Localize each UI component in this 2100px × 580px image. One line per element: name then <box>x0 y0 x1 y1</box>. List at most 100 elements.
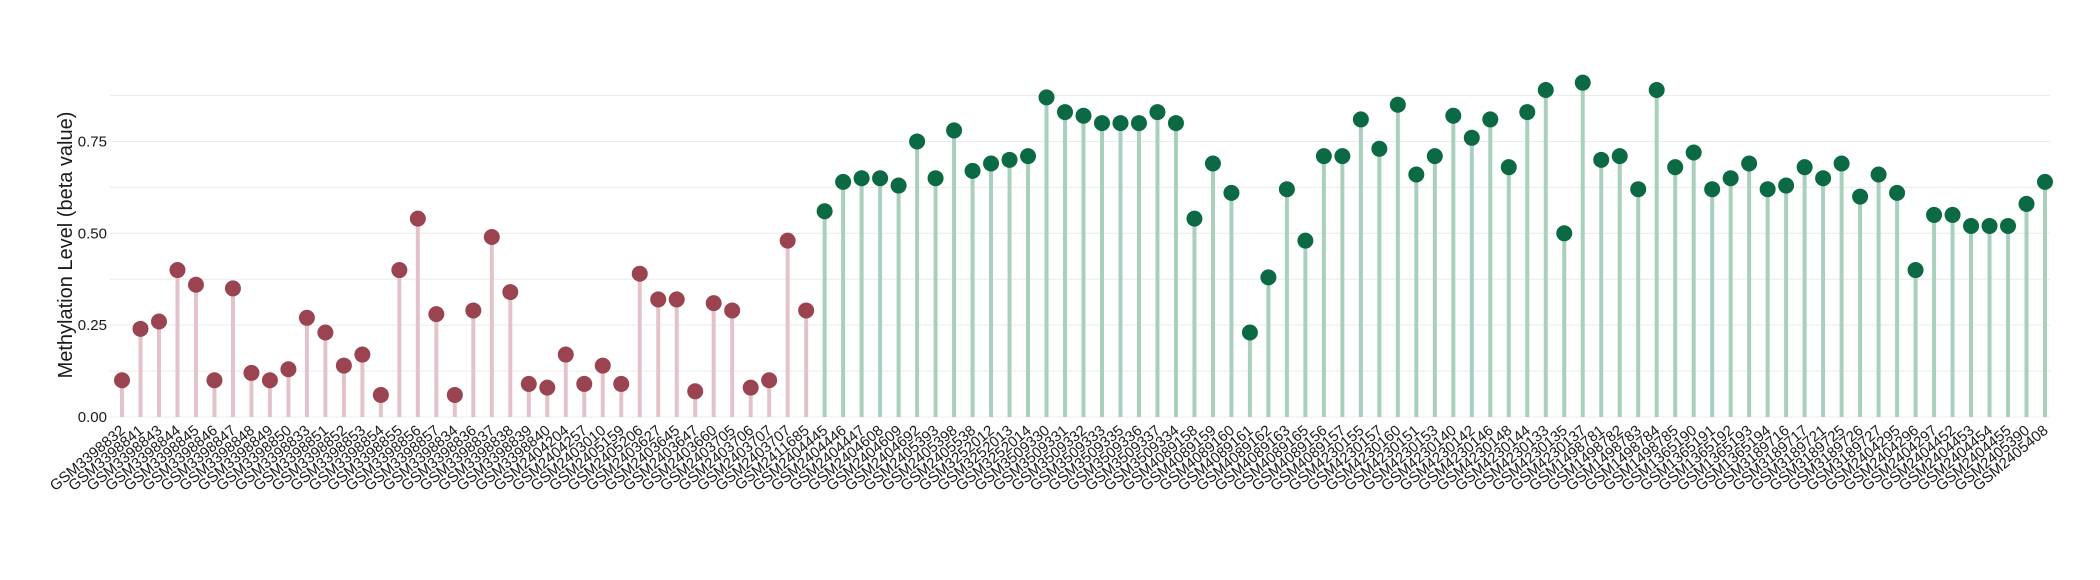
lollipop-point <box>2018 195 2035 212</box>
lollipop-point <box>1112 115 1129 132</box>
lollipop-point <box>1038 89 1055 106</box>
lollipop-point <box>1334 148 1351 165</box>
lollipop-point <box>983 155 1000 172</box>
lollipop-point <box>613 375 630 392</box>
lollipop-point <box>1223 184 1240 201</box>
lollipop-point <box>1093 115 1110 132</box>
lollipop-point <box>1167 115 1184 132</box>
lollipop-point <box>761 372 778 389</box>
lollipop-point <box>1574 74 1591 91</box>
lollipop-point <box>372 386 389 403</box>
y-tick-label: 0.75 <box>78 133 107 150</box>
lollipop-point <box>1796 159 1813 176</box>
lollipop-point <box>705 295 722 312</box>
lollipop-point <box>539 379 556 396</box>
lollipop-point <box>1057 104 1074 121</box>
lollipop-point <box>964 162 981 179</box>
lollipop-point <box>1704 181 1721 198</box>
lollipop-point <box>280 361 297 378</box>
lollipop-point <box>1778 177 1795 194</box>
y-tick-label: 0.00 <box>78 409 107 426</box>
lollipop-point <box>1389 96 1406 113</box>
lollipop-point <box>927 170 944 187</box>
lollipop-point <box>1870 166 1887 183</box>
lollipop-point <box>631 265 648 282</box>
lollipop-point <box>317 324 334 341</box>
lollipop-point <box>1944 206 1961 223</box>
lollipop-point <box>835 173 852 190</box>
lollipop-point <box>409 210 426 227</box>
lollipop-point <box>1445 107 1462 124</box>
lollipop-point <box>2000 217 2017 234</box>
x-axis-category-labels: GSM3398832GSM3398841GSM3398843GSM3398844… <box>47 422 2052 495</box>
y-axis-ticks: 0.00 0.25 0.50 0.75 <box>78 133 107 426</box>
lollipop-point <box>1537 82 1554 99</box>
lollipop-point <box>1926 206 1943 223</box>
lollipop-point <box>1408 166 1425 183</box>
lollipop-point <box>1611 148 1628 165</box>
lollipop-point <box>1833 155 1850 172</box>
lollipop-point <box>816 203 833 220</box>
lollipop-point <box>114 372 130 389</box>
lollipop-point <box>724 302 741 319</box>
lollipop-point <box>483 228 500 245</box>
lollipop-point <box>798 302 815 319</box>
lollipop-point <box>465 302 482 319</box>
lollipop-point <box>1630 181 1647 198</box>
y-tick-label: 0.50 <box>78 225 107 242</box>
lollipop-point <box>1852 188 1869 205</box>
lollipop-point <box>1241 324 1258 341</box>
lollipop-point <box>1648 82 1665 99</box>
lollipop-point <box>1667 159 1684 176</box>
lollipop-point <box>261 372 278 389</box>
lollipop-point <box>169 262 186 279</box>
lollipop-point <box>1519 104 1536 121</box>
lollipop-point <box>2037 173 2053 190</box>
lollipop-point <box>594 357 611 374</box>
lollipop-point <box>1426 148 1443 165</box>
lollipop-point <box>1371 140 1388 157</box>
lollipop-point <box>872 170 889 187</box>
lollipop-point <box>1075 107 1092 124</box>
lollipop-point <box>1981 217 1998 234</box>
lollipop-point <box>1815 170 1832 187</box>
lollipop-point <box>206 372 223 389</box>
lollipop-point <box>1020 148 1037 165</box>
lollipop-point <box>576 375 593 392</box>
lollipop-point <box>354 346 371 363</box>
lollipop-point <box>391 262 408 279</box>
lollipop-point <box>150 313 167 330</box>
lollipop-point <box>502 284 519 301</box>
stems <box>120 82 2047 417</box>
lollipop-point <box>187 276 204 293</box>
lollipop-point <box>1352 111 1369 128</box>
lollipop-point <box>1593 151 1610 168</box>
lollipop-point <box>446 386 463 403</box>
lollipop-point <box>742 379 759 396</box>
lollipop-point <box>132 320 149 337</box>
lollipop-point <box>1130 115 1147 132</box>
lollipop-point <box>687 383 704 400</box>
lollipop-point <box>298 309 315 326</box>
lollipop-point <box>1907 262 1924 279</box>
lollipop-point <box>335 357 352 374</box>
lollipop-point <box>1759 181 1776 198</box>
lollipop-point <box>1741 155 1758 172</box>
points <box>114 74 2053 403</box>
lollipop-point <box>1315 148 1332 165</box>
lollipop-point <box>1685 144 1702 161</box>
lollipop-point <box>650 291 667 308</box>
lollipop-point <box>946 122 963 139</box>
grid-lines <box>110 95 2050 418</box>
lollipop-point <box>1556 225 1573 242</box>
lollipop-point <box>520 375 537 392</box>
lollipop-point <box>909 133 926 150</box>
lollipop-point <box>1963 217 1980 234</box>
lollipop-point <box>1889 184 1906 201</box>
y-axis-title: Methylation Level (beta value) <box>55 112 77 379</box>
lollipop-point <box>779 232 796 249</box>
lollipop-point <box>1722 170 1739 187</box>
lollipop-point <box>1297 232 1314 249</box>
lollipop-point <box>1149 104 1166 121</box>
